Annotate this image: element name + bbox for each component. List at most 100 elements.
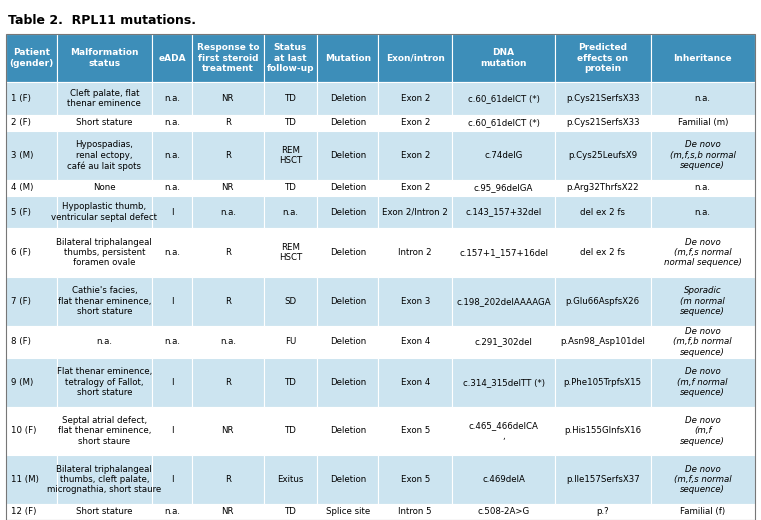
- Text: Familial (f): Familial (f): [680, 508, 725, 516]
- Text: NR: NR: [221, 508, 234, 516]
- Bar: [452, 277, 555, 326]
- Text: c.95_96delGA: c.95_96delGA: [474, 183, 533, 192]
- Text: 5 (F): 5 (F): [11, 207, 30, 216]
- Bar: [6, 407, 56, 455]
- Bar: [152, 455, 193, 504]
- Bar: [317, 407, 378, 455]
- Text: Response to
first steroid
treatment: Response to first steroid treatment: [196, 43, 259, 73]
- Bar: [263, 358, 317, 407]
- Text: De novo
(m,f normal
sequence): De novo (m,f normal sequence): [677, 367, 728, 397]
- Text: n.a.: n.a.: [695, 94, 711, 103]
- Text: NR: NR: [221, 426, 234, 435]
- Text: 8 (F): 8 (F): [11, 337, 30, 346]
- Bar: [452, 407, 555, 455]
- Text: De novo
(m,f,s,b normal
sequence): De novo (m,f,s,b normal sequence): [670, 140, 736, 170]
- Bar: [317, 277, 378, 326]
- Text: REM
HSCT: REM HSCT: [279, 146, 302, 165]
- Text: DNA
mutation: DNA mutation: [480, 48, 527, 68]
- Text: 4 (M): 4 (M): [11, 183, 33, 192]
- Bar: [378, 196, 452, 228]
- Text: n.a.: n.a.: [282, 207, 298, 216]
- Text: R: R: [224, 378, 231, 387]
- Text: Exon 4: Exon 4: [400, 378, 430, 387]
- Bar: [263, 326, 317, 358]
- Text: p.His155GlnfsX16: p.His155GlnfsX16: [564, 426, 642, 435]
- Bar: [317, 82, 378, 115]
- Text: Deletion: Deletion: [330, 183, 366, 192]
- Bar: [378, 179, 452, 196]
- Bar: [263, 407, 317, 455]
- Text: c.508-2A>G: c.508-2A>G: [477, 508, 530, 516]
- Bar: [152, 196, 193, 228]
- Bar: [6, 358, 56, 407]
- Bar: [193, 407, 263, 455]
- Bar: [651, 407, 755, 455]
- Bar: [317, 131, 378, 179]
- Text: n.a.: n.a.: [164, 151, 180, 160]
- Bar: [651, 228, 755, 277]
- Bar: [651, 179, 755, 196]
- Text: None: None: [93, 183, 116, 192]
- Text: Bilateral triphalangeal
thumbs, persistent
foramen ovale: Bilateral triphalangeal thumbs, persiste…: [56, 238, 152, 267]
- Text: Deletion: Deletion: [330, 207, 366, 216]
- Bar: [317, 115, 378, 131]
- Text: Table 2.  RPL11 mutations.: Table 2. RPL11 mutations.: [8, 14, 196, 27]
- Text: 12 (F): 12 (F): [11, 508, 36, 516]
- Text: n.a.: n.a.: [164, 183, 180, 192]
- Text: Exon 5: Exon 5: [400, 475, 430, 484]
- Text: Familial (m): Familial (m): [677, 119, 728, 127]
- Text: 7 (F): 7 (F): [11, 297, 30, 306]
- Bar: [651, 34, 755, 82]
- Text: n.a.: n.a.: [695, 183, 711, 192]
- Bar: [193, 277, 263, 326]
- Text: Deletion: Deletion: [330, 475, 366, 484]
- Text: R: R: [224, 475, 231, 484]
- Bar: [651, 277, 755, 326]
- Text: 3 (M): 3 (M): [11, 151, 33, 160]
- Text: Deletion: Deletion: [330, 337, 366, 346]
- Bar: [555, 228, 651, 277]
- Text: 9 (M): 9 (M): [11, 378, 33, 387]
- Bar: [56, 358, 152, 407]
- Bar: [555, 196, 651, 228]
- Bar: [378, 228, 452, 277]
- Bar: [317, 34, 378, 82]
- Bar: [263, 228, 317, 277]
- Text: Deletion: Deletion: [330, 119, 366, 127]
- Bar: [651, 131, 755, 179]
- Bar: [56, 179, 152, 196]
- Text: p.Glu66AspfsX26: p.Glu66AspfsX26: [565, 297, 640, 306]
- Bar: [193, 131, 263, 179]
- Bar: [555, 115, 651, 131]
- Bar: [6, 196, 56, 228]
- Bar: [263, 277, 317, 326]
- Text: I: I: [171, 475, 174, 484]
- Text: TD: TD: [285, 183, 297, 192]
- Bar: [651, 504, 755, 520]
- Bar: [317, 196, 378, 228]
- Bar: [378, 34, 452, 82]
- Text: TD: TD: [285, 508, 297, 516]
- Bar: [378, 504, 452, 520]
- Text: Deletion: Deletion: [330, 94, 366, 103]
- Text: Inheritance: Inheritance: [673, 54, 732, 62]
- Bar: [263, 115, 317, 131]
- Text: del ex 2 fs: del ex 2 fs: [580, 248, 626, 257]
- Bar: [152, 34, 193, 82]
- Bar: [378, 455, 452, 504]
- Text: Deletion: Deletion: [330, 248, 366, 257]
- Text: Intron 2: Intron 2: [399, 248, 432, 257]
- Text: Exon 2: Exon 2: [400, 119, 430, 127]
- Text: NR: NR: [221, 183, 234, 192]
- Bar: [378, 326, 452, 358]
- Text: Splice site: Splice site: [326, 508, 370, 516]
- Bar: [555, 179, 651, 196]
- Bar: [452, 196, 555, 228]
- Bar: [56, 455, 152, 504]
- Bar: [56, 115, 152, 131]
- Text: n.a.: n.a.: [164, 119, 180, 127]
- Text: 2 (F): 2 (F): [11, 119, 30, 127]
- Text: n.a.: n.a.: [97, 337, 113, 346]
- Bar: [555, 277, 651, 326]
- Text: c.291_302del: c.291_302del: [475, 337, 533, 346]
